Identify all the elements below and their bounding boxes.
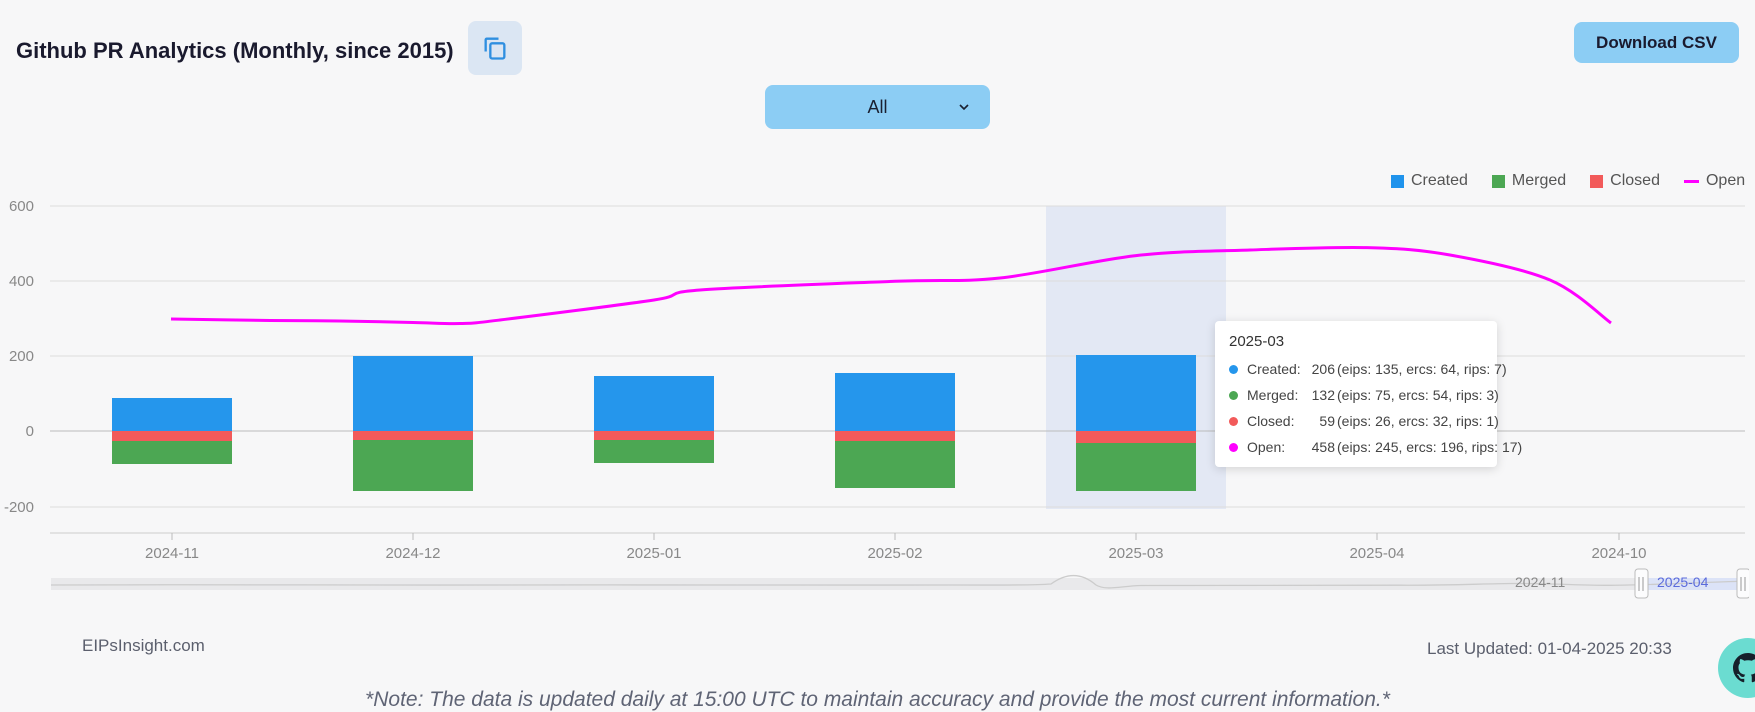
svg-text:2025-03: 2025-03 xyxy=(1108,545,1163,560)
svg-text:200: 200 xyxy=(9,348,34,365)
svg-text:2025-01: 2025-01 xyxy=(626,545,681,560)
svg-text:2025-02: 2025-02 xyxy=(867,545,922,560)
svg-text:0: 0 xyxy=(26,423,34,440)
svg-text:-200: -200 xyxy=(4,499,34,516)
svg-text:2025-04: 2025-04 xyxy=(1349,545,1404,560)
svg-text:2024-11: 2024-11 xyxy=(145,545,199,560)
svg-text:400: 400 xyxy=(9,273,34,290)
svg-text:2024-12: 2024-12 xyxy=(385,545,440,560)
svg-text:2024-10: 2024-10 xyxy=(1591,545,1646,560)
svg-text:600: 600 xyxy=(9,198,34,215)
